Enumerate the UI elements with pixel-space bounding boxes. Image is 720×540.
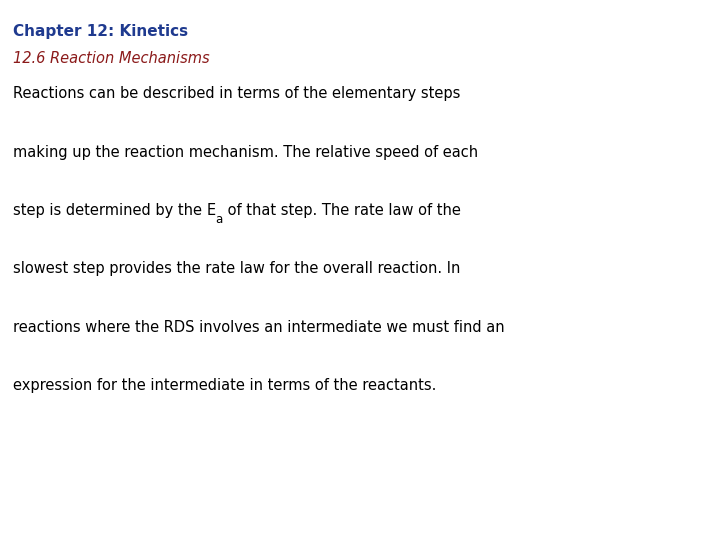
Text: 12.6 Reaction Mechanisms: 12.6 Reaction Mechanisms [13,51,210,66]
Text: reactions where the RDS involves an intermediate we must find an: reactions where the RDS involves an inte… [13,320,505,335]
Text: Reactions can be described in terms of the elementary steps: Reactions can be described in terms of t… [13,86,460,102]
Text: expression for the intermediate in terms of the reactants.: expression for the intermediate in terms… [13,378,436,393]
Text: making up the reaction mechanism. The relative speed of each: making up the reaction mechanism. The re… [13,145,478,160]
Text: E: E [207,203,216,218]
Text: a: a [216,213,223,226]
Text: slowest step provides the rate law for the overall reaction. In: slowest step provides the rate law for t… [13,261,460,276]
Text: of that step. The rate law of the: of that step. The rate law of the [223,203,461,218]
Text: Chapter 12: Kinetics: Chapter 12: Kinetics [13,24,188,39]
Text: step is determined by the: step is determined by the [13,203,207,218]
